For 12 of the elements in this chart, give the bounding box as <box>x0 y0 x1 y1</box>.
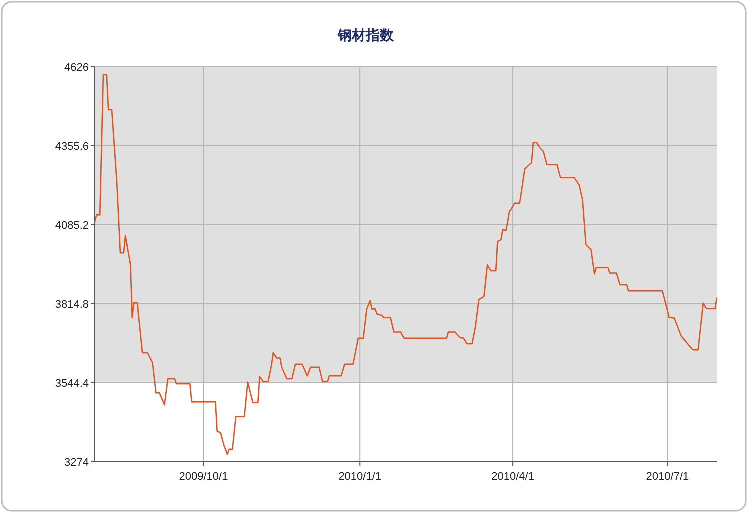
chart-title: 钢材指数 <box>337 27 395 43</box>
y-tick-label: 4626 <box>64 62 89 74</box>
x-tick-label: 2010/4/1 <box>492 471 534 483</box>
y-tick-label: 3544.4 <box>55 378 89 390</box>
line-series <box>94 74 718 456</box>
y-tick-label: 4355.6 <box>55 140 89 153</box>
x-tick-label: 2009/10/1 <box>179 471 228 483</box>
x-tick-label: 2010/1/1 <box>338 471 382 483</box>
y-tick-label: 4085.2 <box>55 220 89 232</box>
y-tick-label: 3814.8 <box>55 298 89 311</box>
x-tick-label: 2010/7/1 <box>646 471 690 483</box>
y-tick-label: 3274 <box>64 456 89 469</box>
